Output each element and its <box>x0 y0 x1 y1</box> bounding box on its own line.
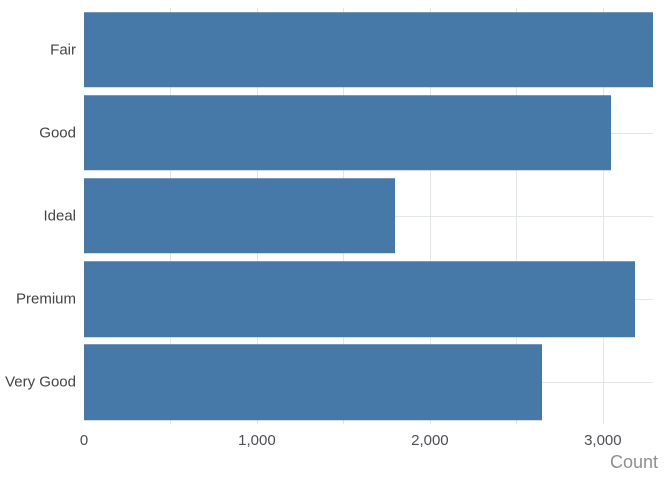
bar-very-good <box>84 344 543 421</box>
y-axis-label: Premium <box>15 290 76 308</box>
plot-panel <box>84 8 653 424</box>
y-axis-label: Very Good <box>5 373 76 391</box>
bar-row <box>84 91 653 174</box>
bar-row <box>84 341 653 424</box>
x-axis-tick-label: 1,000 <box>238 432 276 449</box>
bar-row <box>84 8 653 91</box>
x-axis-tick-label: 3,000 <box>584 432 622 449</box>
bar-good <box>84 95 612 171</box>
x-axis-tick-label: 0 <box>79 432 89 449</box>
bar-ideal <box>84 178 396 254</box>
bar-row <box>84 258 653 341</box>
y-axis-label: Ideal <box>43 207 76 225</box>
bar-row <box>84 174 653 257</box>
y-axis-label: Fair <box>50 41 76 59</box>
x-axis-title: Count <box>609 452 658 472</box>
bar-premium <box>84 261 635 337</box>
x-axis-tick-label: 2,000 <box>411 432 449 449</box>
bar-fair <box>84 11 653 88</box>
y-axis-label: Good <box>39 124 76 142</box>
